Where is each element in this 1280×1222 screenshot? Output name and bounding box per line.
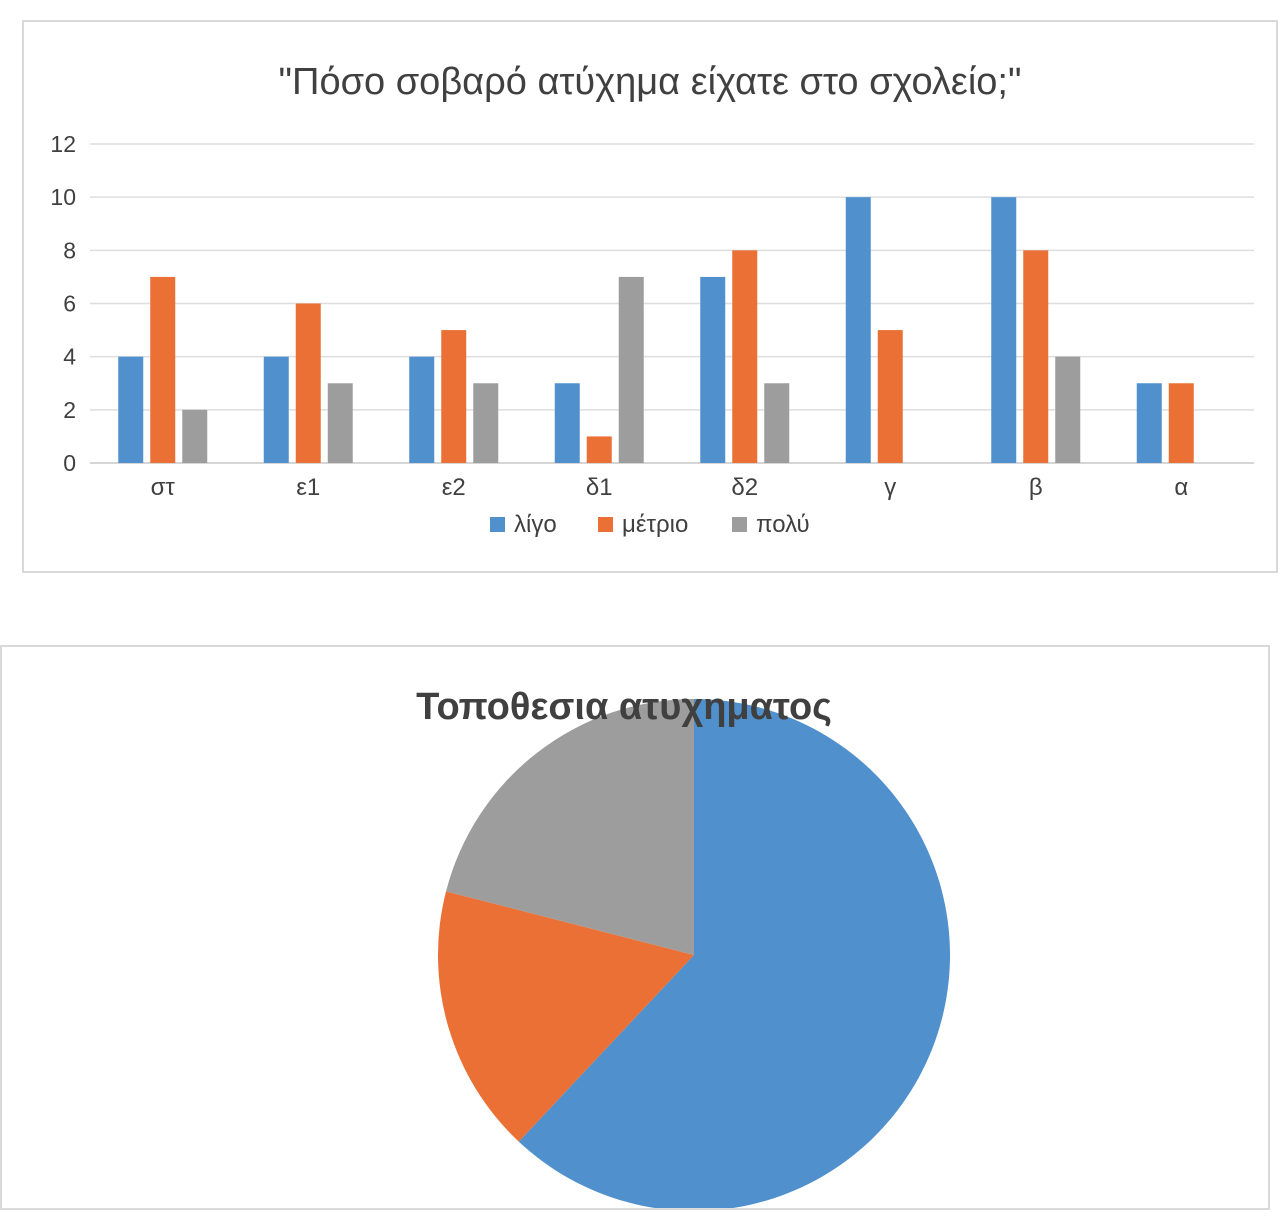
legend-swatch <box>598 517 613 532</box>
y-tick-label: 2 <box>63 397 76 423</box>
bar-μέτριο-γ <box>877 330 903 463</box>
bar-πολύ-ε1 <box>327 383 353 463</box>
bar-πολύ-δ1 <box>618 276 644 463</box>
x-category-label: γ <box>884 474 896 501</box>
bar-πολύ-ε2 <box>473 383 499 463</box>
y-tick-label: 12 <box>50 131 76 157</box>
legend-swatch <box>490 517 505 532</box>
pie-chart-panel: Τοποθεσια ατυχηματος <box>0 645 1270 1210</box>
legend-label: μέτριο <box>622 511 688 538</box>
bar-chart-panel: "Πόσο σοβαρό ατύχημα είχατε στο σχολείο;… <box>22 20 1278 573</box>
y-tick-label: 10 <box>50 184 76 210</box>
y-tick-label: 8 <box>63 237 76 263</box>
bar-μέτριο-ε2 <box>441 330 467 463</box>
bar-μέτριο-α <box>1168 383 1194 463</box>
legend-label: πολύ <box>756 511 810 538</box>
y-tick-label: 6 <box>63 291 76 317</box>
legend-label: λίγο <box>514 511 557 538</box>
x-category-label: δ2 <box>731 474 758 501</box>
bar-λίγο-γ <box>845 197 871 463</box>
bar-μέτριο-ε1 <box>295 303 321 463</box>
bar-λίγο-δ1 <box>554 383 580 463</box>
x-category-label: β <box>1029 474 1043 501</box>
x-category-label: ε2 <box>442 474 466 501</box>
bar-μέτριο-στ <box>150 276 176 463</box>
bar-λίγο-β <box>991 197 1017 463</box>
bar-λίγο-ε1 <box>263 356 289 463</box>
bar-πολύ-στ <box>182 409 208 463</box>
bar-μέτριο-β <box>1023 250 1049 463</box>
bar-πολύ-δ2 <box>764 383 790 463</box>
x-category-label: ε1 <box>296 474 320 501</box>
pie-chart-title: Τοποθεσια ατυχηματος <box>416 686 832 728</box>
pie-slice-2 <box>438 891 694 1142</box>
pie-chart: Τοποθεσια ατυχηματος <box>416 686 950 1208</box>
x-category-label: δ1 <box>586 474 613 501</box>
pie-slice-3 <box>446 699 694 955</box>
bar-chart-title: "Πόσο σοβαρό ατύχημα είχατε στο σχολείο;… <box>279 61 1022 103</box>
bar-λίγο-α <box>1136 383 1162 463</box>
x-category-label: α <box>1174 474 1188 501</box>
bar-λίγο-ε2 <box>409 356 435 463</box>
y-tick-label: 0 <box>63 450 76 476</box>
y-tick-label: 4 <box>63 344 76 370</box>
pie-slice-1 <box>518 699 950 1208</box>
bar-πολύ-β <box>1055 356 1081 463</box>
bar-λίγο-δ2 <box>700 276 726 463</box>
legend-swatch <box>732 517 747 532</box>
x-category-label: στ <box>151 474 176 501</box>
bar-μέτριο-δ1 <box>586 436 612 463</box>
bar-chart: "Πόσο σοβαρό ατύχημα είχατε στο σχολείο;… <box>50 61 1254 538</box>
bar-μέτριο-δ2 <box>732 250 758 463</box>
bar-λίγο-στ <box>118 356 144 463</box>
